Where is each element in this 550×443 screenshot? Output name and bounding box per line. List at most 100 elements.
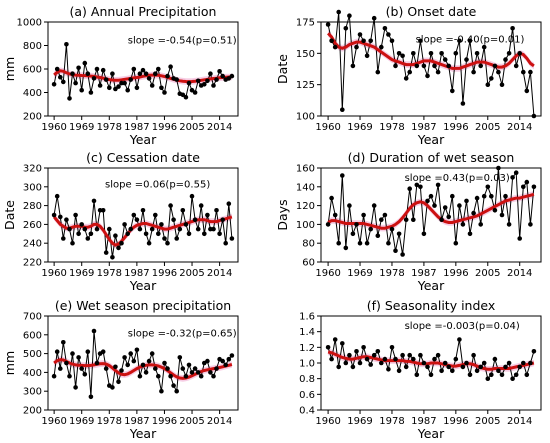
data-point	[67, 373, 72, 379]
data-point	[128, 351, 133, 356]
data-point	[162, 360, 167, 366]
data-point	[134, 347, 140, 353]
data-point	[128, 226, 133, 232]
data-point	[156, 373, 161, 379]
data-point	[457, 38, 462, 44]
y-axis-label: Date	[2, 200, 17, 230]
data-point	[528, 360, 533, 366]
data-point	[85, 71, 91, 76]
data-point	[357, 240, 363, 246]
data-point	[517, 51, 522, 56]
y-tick-label: 220	[23, 258, 42, 269]
data-point	[464, 198, 469, 204]
data-point	[354, 44, 359, 50]
data-point	[485, 376, 491, 382]
data-point	[226, 201, 232, 206]
data-point	[73, 385, 78, 390]
data-point	[481, 44, 487, 50]
data-point	[70, 351, 75, 356]
y-tick-label: 0.4	[299, 406, 315, 417]
x-tick-label: 2005	[179, 416, 204, 427]
data-point	[446, 214, 452, 220]
data-point	[183, 94, 189, 100]
slope-annotation: slope =-0.32(p=0.65)	[128, 329, 237, 340]
data-point	[425, 73, 430, 79]
x-tick-label: 1987	[411, 122, 436, 133]
x-tick-label: 2005	[475, 416, 500, 427]
y-tick-label: 160	[296, 164, 315, 175]
data-point	[350, 63, 356, 69]
data-point	[143, 370, 149, 375]
x-tick-label: 1996	[152, 268, 177, 279]
x-tick-label: 1978	[379, 416, 404, 427]
data-point	[88, 231, 94, 237]
x-tick-label: 1969	[69, 268, 94, 279]
x-tick-label: 1996	[152, 122, 177, 133]
data-point	[379, 360, 384, 366]
data-point	[435, 352, 441, 358]
data-point	[82, 372, 88, 377]
chart-title: (f) Seasonality index	[367, 298, 496, 313]
data-point	[174, 77, 179, 82]
y-tick-label: 300	[23, 182, 42, 193]
data-point	[116, 84, 121, 89]
data-point	[198, 373, 204, 379]
x-axis-label: Year	[129, 426, 157, 441]
smoothed-series-line	[327, 350, 535, 371]
y-tick-label: 150	[296, 49, 315, 60]
data-point	[439, 51, 444, 56]
data-point	[119, 240, 124, 246]
data-point	[217, 231, 222, 237]
data-point	[421, 63, 427, 69]
data-point	[146, 358, 152, 364]
data-point	[503, 57, 508, 62]
data-point	[471, 210, 476, 216]
chart-title: (a) Annual Precipitation	[70, 4, 217, 19]
data-point	[492, 63, 498, 69]
data-point	[229, 236, 235, 241]
x-tick-label: 1978	[97, 268, 122, 279]
y-tick-label: 80	[302, 239, 315, 250]
chart-panel-4: 1960 1969 1978 1987 1996 2005 2014 60 80 100 120 14…	[275, 150, 542, 293]
data-point	[361, 38, 366, 44]
data-point	[220, 358, 225, 364]
data-point	[403, 76, 409, 81]
data-point	[159, 388, 164, 394]
data-point	[51, 373, 57, 379]
data-point	[474, 368, 480, 374]
data-point	[368, 362, 374, 367]
data-point	[64, 42, 69, 47]
x-tick-label: 2014	[507, 122, 532, 133]
data-point	[229, 73, 235, 79]
data-point	[357, 360, 363, 366]
y-tick-label: 100	[296, 112, 315, 123]
data-point	[467, 38, 473, 44]
y-tick-label: 200	[23, 112, 42, 123]
data-point	[58, 74, 63, 80]
data-point	[208, 370, 213, 375]
data-point	[414, 182, 420, 188]
slope-annotation: slope =-0.003(p=0.04)	[405, 321, 520, 332]
data-point	[110, 71, 115, 76]
data-point	[76, 355, 81, 360]
data-point	[510, 26, 515, 31]
data-point	[485, 82, 491, 87]
data-point	[122, 80, 127, 86]
data-point	[343, 245, 349, 251]
x-tick-label: 1996	[152, 416, 177, 427]
data-point	[450, 88, 455, 94]
data-point	[439, 217, 444, 222]
data-point	[168, 203, 173, 208]
data-point	[67, 96, 72, 101]
y-tick-label: 1.0	[299, 359, 315, 370]
data-point	[411, 356, 416, 362]
data-point	[82, 60, 88, 66]
data-point	[368, 226, 374, 232]
data-point	[407, 69, 413, 75]
y-tick-label: 800	[23, 41, 42, 52]
plot-frame	[47, 315, 239, 411]
data-point	[382, 26, 388, 31]
data-point	[453, 356, 459, 362]
data-point	[393, 356, 398, 362]
data-point	[91, 328, 97, 334]
